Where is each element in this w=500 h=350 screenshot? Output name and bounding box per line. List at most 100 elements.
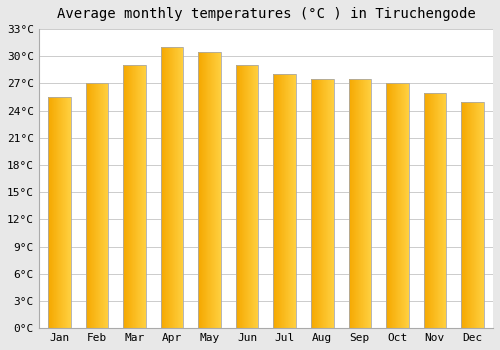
Bar — [99, 83, 100, 328]
Bar — [200, 52, 201, 328]
Bar — [144, 65, 146, 328]
Bar — [483, 102, 484, 328]
Bar — [219, 52, 220, 328]
Bar — [434, 92, 435, 328]
Bar — [199, 52, 200, 328]
Bar — [124, 65, 146, 328]
Bar — [255, 65, 256, 328]
Bar — [92, 83, 93, 328]
Bar — [480, 102, 481, 328]
Bar — [365, 79, 366, 328]
Bar — [57, 97, 58, 328]
Bar — [178, 47, 179, 328]
Bar — [66, 97, 67, 328]
Bar — [467, 102, 468, 328]
Bar — [198, 52, 221, 328]
Bar — [236, 65, 258, 328]
Bar — [442, 92, 443, 328]
Bar — [290, 75, 291, 328]
Bar — [164, 47, 165, 328]
Bar — [348, 79, 349, 328]
Bar — [48, 97, 49, 328]
Bar — [469, 102, 470, 328]
Bar — [204, 52, 205, 328]
Bar — [287, 75, 288, 328]
Bar — [210, 52, 212, 328]
Bar — [464, 102, 465, 328]
Bar — [132, 65, 133, 328]
Bar — [171, 47, 172, 328]
Bar — [462, 102, 463, 328]
Bar — [161, 47, 184, 328]
Bar — [214, 52, 215, 328]
Bar — [324, 79, 325, 328]
Bar — [293, 75, 294, 328]
Bar — [250, 65, 251, 328]
Bar — [143, 65, 144, 328]
Bar — [356, 79, 357, 328]
Bar — [311, 79, 334, 328]
Bar — [398, 83, 399, 328]
Bar — [209, 52, 210, 328]
Bar — [94, 83, 95, 328]
Bar — [474, 102, 476, 328]
Bar — [248, 65, 249, 328]
Bar — [283, 75, 284, 328]
Bar — [198, 52, 199, 328]
Bar — [476, 102, 477, 328]
Bar — [291, 75, 292, 328]
Bar — [201, 52, 202, 328]
Bar — [390, 83, 391, 328]
Bar — [245, 65, 246, 328]
Bar — [472, 102, 473, 328]
Bar — [165, 47, 166, 328]
Bar — [397, 83, 398, 328]
Bar — [102, 83, 104, 328]
Bar — [393, 83, 394, 328]
Bar — [59, 97, 60, 328]
Bar — [247, 65, 248, 328]
Bar — [173, 47, 174, 328]
Bar — [441, 92, 442, 328]
Bar — [359, 79, 360, 328]
Bar — [280, 75, 281, 328]
Bar — [435, 92, 436, 328]
Bar — [276, 75, 277, 328]
Bar — [253, 65, 254, 328]
Bar — [207, 52, 208, 328]
Bar — [242, 65, 244, 328]
Bar — [218, 52, 220, 328]
Bar — [51, 97, 52, 328]
Bar — [256, 65, 257, 328]
Bar — [328, 79, 329, 328]
Bar — [316, 79, 317, 328]
Bar — [274, 75, 275, 328]
Bar — [278, 75, 279, 328]
Bar — [461, 102, 462, 328]
Bar — [172, 47, 174, 328]
Bar — [145, 65, 146, 328]
Bar — [470, 102, 472, 328]
Bar — [98, 83, 100, 328]
Bar — [135, 65, 136, 328]
Bar — [236, 65, 237, 328]
Bar — [94, 83, 96, 328]
Bar — [58, 97, 59, 328]
Bar — [439, 92, 440, 328]
Bar — [107, 83, 108, 328]
Bar — [216, 52, 217, 328]
Bar — [100, 83, 101, 328]
Bar — [400, 83, 402, 328]
Bar — [402, 83, 403, 328]
Bar — [404, 83, 406, 328]
Bar — [433, 92, 434, 328]
Bar — [134, 65, 135, 328]
Bar — [482, 102, 483, 328]
Bar — [67, 97, 68, 328]
Bar — [406, 83, 407, 328]
Bar — [405, 83, 406, 328]
Bar — [424, 92, 426, 328]
Bar — [368, 79, 369, 328]
Bar — [318, 79, 319, 328]
Bar — [360, 79, 361, 328]
